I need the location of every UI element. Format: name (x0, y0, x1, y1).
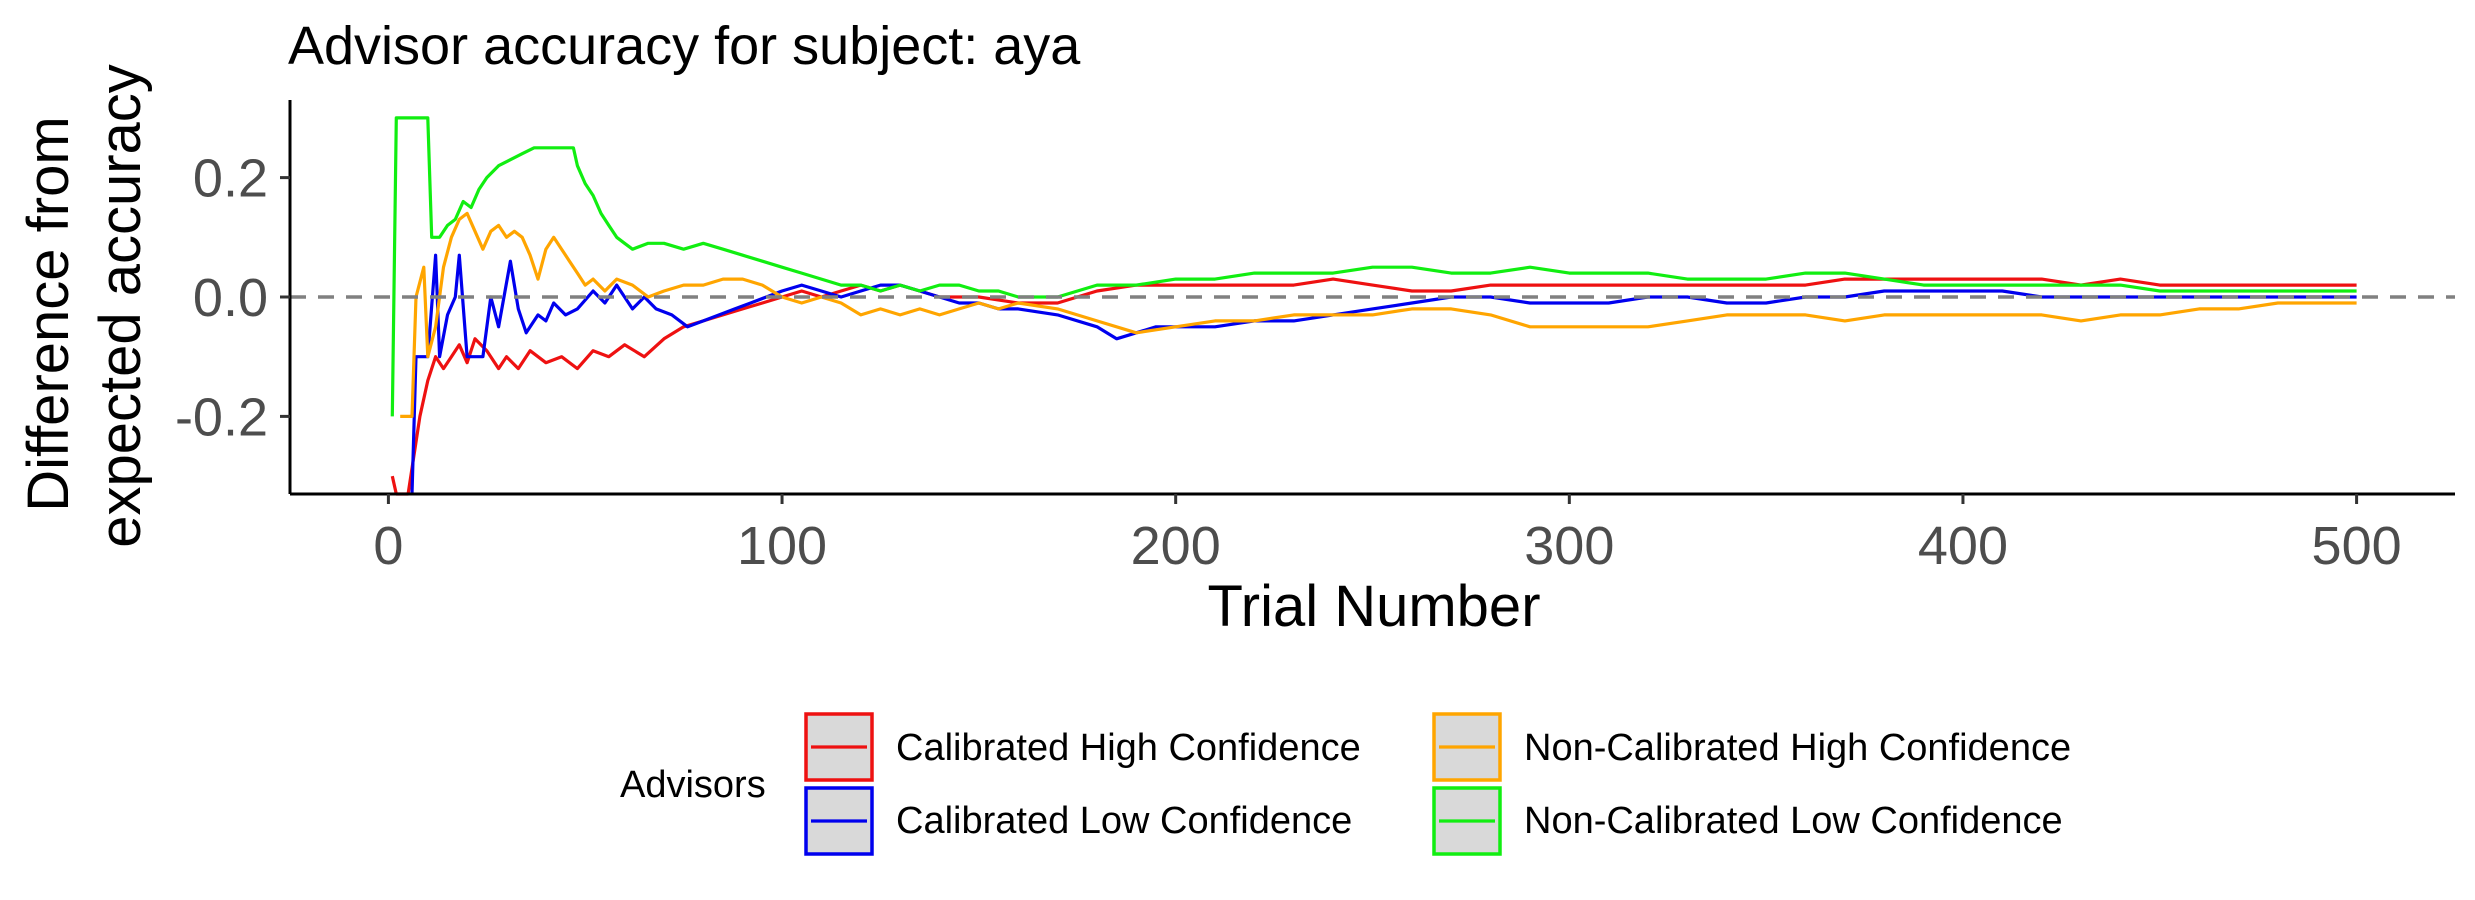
x-axis-ticks: 0 100 200 300 400 500 (373, 494, 2402, 576)
y-tick-label: -0.2 (175, 387, 268, 447)
legend-entry-4: Non-Calibrated Low Confidence (1432, 786, 2063, 856)
legend-label: Calibrated Low Confidence (896, 800, 1352, 842)
legend-entries: Calibrated High Confidence Calibrated Low… (804, 712, 2071, 856)
series-lines (390, 116, 2357, 496)
legend-label: Non-Calibrated Low Confidence (1524, 800, 2063, 842)
legend-label: Non-Calibrated High Confidence (1524, 727, 2071, 769)
x-tick-label: 100 (737, 516, 827, 576)
x-axis-title: Trial Number (1207, 574, 1540, 639)
legend-entry-2: Calibrated Low Confidence (804, 786, 1352, 856)
x-tick-label: 200 (1131, 516, 1221, 576)
y-axis-ticks: -0.2 0.0 0.2 (175, 149, 290, 447)
x-tick-label: 300 (1524, 516, 1614, 576)
legend-entry-1: Calibrated High Confidence (804, 712, 1361, 782)
y-axis-title: Difference from expected accuracy (16, 64, 153, 548)
plot-area: 0 100 200 300 400 500 -0.2 0.0 0.2 (175, 100, 2455, 576)
x-tick-label: 400 (1918, 516, 2008, 576)
y-tick-label: 0.2 (193, 149, 268, 209)
series-line-3 (400, 211, 2357, 418)
chart-title: Advisor accuracy for subject: aya (288, 16, 1081, 76)
legend: Advisors Calibrated High ConfidenceCalib… (620, 712, 2071, 856)
series-line-2 (410, 253, 2357, 495)
legend-label: Calibrated High Confidence (896, 727, 1361, 769)
series-line-1 (390, 277, 2357, 496)
x-tick-label: 0 (373, 516, 403, 576)
y-axis-title-line-1: Difference from (16, 116, 81, 511)
legend-title: Advisors (620, 764, 766, 806)
x-tick-label: 500 (2312, 516, 2402, 576)
legend-entry-3: Non-Calibrated High Confidence (1432, 712, 2071, 782)
series-line-4 (390, 116, 2357, 417)
y-tick-label: 0.0 (193, 268, 268, 328)
y-axis-title-line-2: expected accuracy (88, 64, 153, 548)
